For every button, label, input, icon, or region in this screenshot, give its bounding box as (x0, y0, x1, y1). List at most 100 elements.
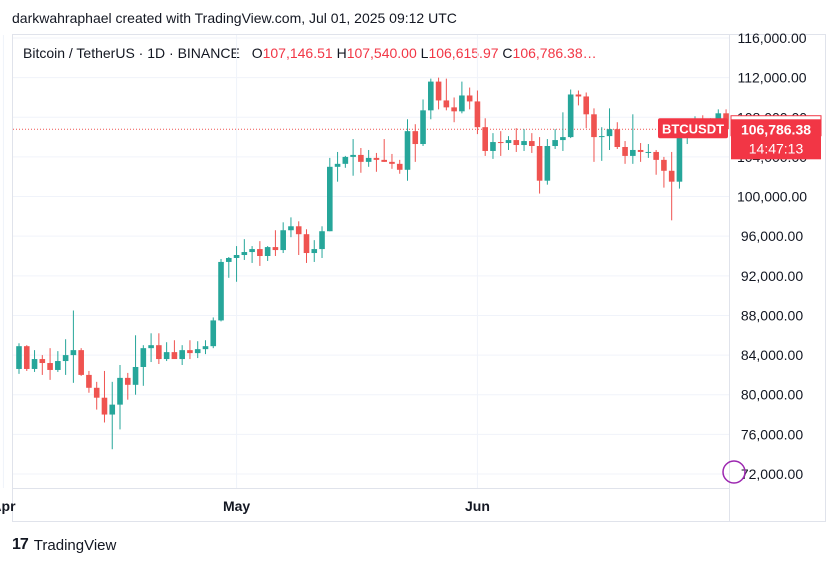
candle[interactable] (70, 310, 77, 383)
candle[interactable] (303, 229, 310, 263)
candle-body (466, 95, 473, 102)
candle[interactable] (23, 345, 30, 371)
ticker-tag: BTCUSDT (658, 118, 728, 139)
candle[interactable] (272, 230, 279, 256)
candle[interactable] (93, 381, 100, 410)
candle[interactable] (233, 246, 240, 282)
candle[interactable] (435, 77, 442, 110)
candle[interactable] (218, 258, 224, 322)
y-tick-label: 76,000.00 (741, 426, 803, 442)
candle[interactable] (474, 90, 481, 135)
candle[interactable] (404, 119, 411, 181)
candle[interactable] (295, 221, 302, 256)
candle[interactable] (194, 341, 201, 359)
candle-body (31, 359, 38, 369)
candle[interactable] (257, 241, 263, 266)
candle[interactable] (327, 157, 333, 232)
candle-body (451, 107, 457, 112)
candle[interactable] (521, 129, 527, 151)
candle[interactable] (622, 141, 628, 164)
scroll-to-realtime-icon[interactable] (722, 460, 746, 484)
candle[interactable] (583, 92, 590, 129)
candle[interactable] (443, 78, 450, 111)
candle[interactable] (381, 139, 387, 162)
candle[interactable] (529, 133, 535, 153)
candle[interactable] (358, 147, 364, 173)
candle[interactable] (132, 335, 139, 395)
candle[interactable] (389, 153, 395, 169)
candle[interactable] (396, 159, 403, 174)
candle[interactable] (505, 136, 512, 150)
candle-body (319, 231, 325, 250)
tradingview-logo[interactable]: 17 TradingView (12, 536, 116, 554)
candle[interactable] (78, 348, 84, 376)
last-price-tag: 106,786.38 14:47:13 (731, 119, 821, 160)
candle[interactable] (591, 108, 597, 162)
candle[interactable] (109, 381, 116, 450)
candle[interactable] (412, 124, 419, 162)
candle[interactable] (101, 370, 108, 423)
candle[interactable] (536, 137, 543, 194)
candle-body (233, 255, 240, 258)
candle[interactable] (334, 151, 341, 182)
candle[interactable] (428, 78, 434, 120)
candle[interactable] (163, 342, 170, 362)
candle[interactable] (661, 156, 667, 188)
candle[interactable] (451, 97, 457, 123)
candle[interactable] (140, 345, 147, 386)
candle[interactable] (225, 256, 232, 278)
candle[interactable] (598, 127, 605, 161)
candle[interactable] (668, 151, 675, 221)
candle[interactable] (288, 217, 294, 238)
candle[interactable] (117, 365, 123, 430)
candle-body (210, 320, 217, 347)
candle-body (474, 101, 481, 128)
candle[interactable] (645, 144, 652, 158)
candle[interactable] (39, 355, 46, 375)
candle[interactable] (187, 340, 193, 360)
candle[interactable] (350, 139, 356, 176)
candle[interactable] (148, 333, 154, 363)
candle[interactable] (567, 89, 574, 139)
candle[interactable] (497, 131, 504, 156)
candle[interactable] (575, 90, 582, 106)
candle[interactable] (606, 108, 613, 150)
candle[interactable] (280, 222, 286, 254)
candle[interactable] (210, 317, 217, 349)
candle[interactable] (653, 149, 659, 175)
candle[interactable] (249, 246, 255, 263)
candle[interactable] (637, 143, 644, 162)
candle[interactable] (55, 351, 61, 372)
candle[interactable] (513, 128, 520, 152)
candle[interactable] (490, 133, 496, 159)
candle[interactable] (156, 333, 162, 365)
candle[interactable] (614, 122, 621, 149)
candle[interactable] (311, 240, 318, 262)
candle[interactable] (31, 350, 38, 372)
candle[interactable] (466, 87, 473, 110)
candle[interactable] (202, 340, 209, 355)
candle[interactable] (373, 152, 380, 172)
candle[interactable] (47, 348, 53, 380)
candle[interactable] (62, 339, 69, 375)
candle[interactable] (16, 343, 22, 374)
candle[interactable] (552, 129, 558, 149)
candle[interactable] (459, 81, 465, 114)
candle[interactable] (630, 114, 636, 164)
candle[interactable] (676, 134, 683, 189)
candle[interactable] (560, 112, 566, 151)
symbol-label[interactable]: Bitcoin / TetherUS · 1D · BINANCE (23, 45, 240, 61)
candle[interactable] (482, 118, 488, 156)
candle[interactable] (171, 340, 178, 360)
candle[interactable] (365, 149, 372, 167)
candle[interactable] (420, 99, 426, 147)
candle[interactable] (124, 372, 131, 400)
candle[interactable] (544, 139, 551, 185)
candle[interactable] (179, 345, 185, 365)
candle[interactable] (86, 370, 92, 393)
candle[interactable] (342, 155, 349, 168)
candle[interactable] (264, 246, 271, 261)
candle[interactable] (319, 226, 325, 258)
candle[interactable] (241, 239, 248, 260)
